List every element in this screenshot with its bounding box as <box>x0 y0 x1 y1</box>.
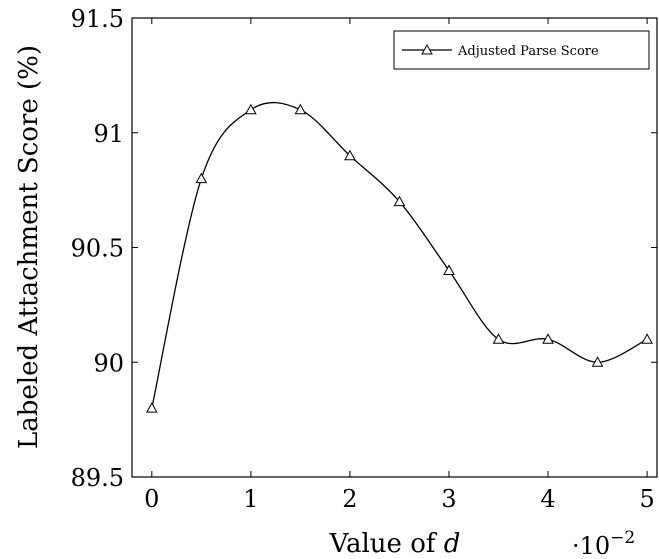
data-point-marker <box>294 103 307 115</box>
data-point-marker <box>393 195 406 207</box>
data-point-marker <box>542 333 554 344</box>
plot-frame <box>131 17 658 478</box>
series-line <box>151 101 648 409</box>
y-tick-label: 91.5 <box>71 5 124 33</box>
x-axis-label-text: Value of <box>329 529 444 559</box>
x-tick-label: 5 <box>639 485 654 513</box>
legend-marker <box>421 43 433 55</box>
y-tick-label: 91 <box>93 120 124 148</box>
data-point-marker <box>195 172 208 184</box>
data-point-marker <box>145 402 158 413</box>
data-point-marker <box>591 356 604 367</box>
legend-label: Adjusted Parse Score <box>457 44 599 59</box>
x-axis-label: Value of d <box>329 529 461 559</box>
data-point-marker <box>443 264 455 275</box>
x-tick-label: 4 <box>540 485 555 513</box>
x-tick-label: 0 <box>144 485 159 513</box>
y-tick-label: 89.5 <box>71 464 124 492</box>
axis-tick-labels: 0 1 2 3 4 5 89.5 90 90.5 91 91.5 <box>71 5 655 513</box>
data-point-marker <box>641 333 653 344</box>
legend: Adjusted Parse Score <box>393 30 650 70</box>
y-tick-label: 90.5 <box>71 235 124 263</box>
x-tick-label: 1 <box>243 485 258 513</box>
y-tick-label: 90 <box>93 349 124 377</box>
x-tick-label: 2 <box>342 485 357 513</box>
x-scale-base: ·10 <box>572 532 610 559</box>
x-tick-label: 3 <box>441 485 456 513</box>
x-axis-label-variable: d <box>444 529 461 559</box>
x-scale-exponent: −2 <box>610 528 635 548</box>
data-point-marker <box>344 149 356 161</box>
data-series <box>145 101 653 413</box>
axis-ticks <box>132 17 657 478</box>
data-point-marker <box>492 333 505 344</box>
data-point-marker <box>245 103 257 115</box>
y-axis-label: Labeled Attachment Score (%) <box>14 45 44 449</box>
x-axis-scale-factor: ·10−2 <box>572 528 635 559</box>
